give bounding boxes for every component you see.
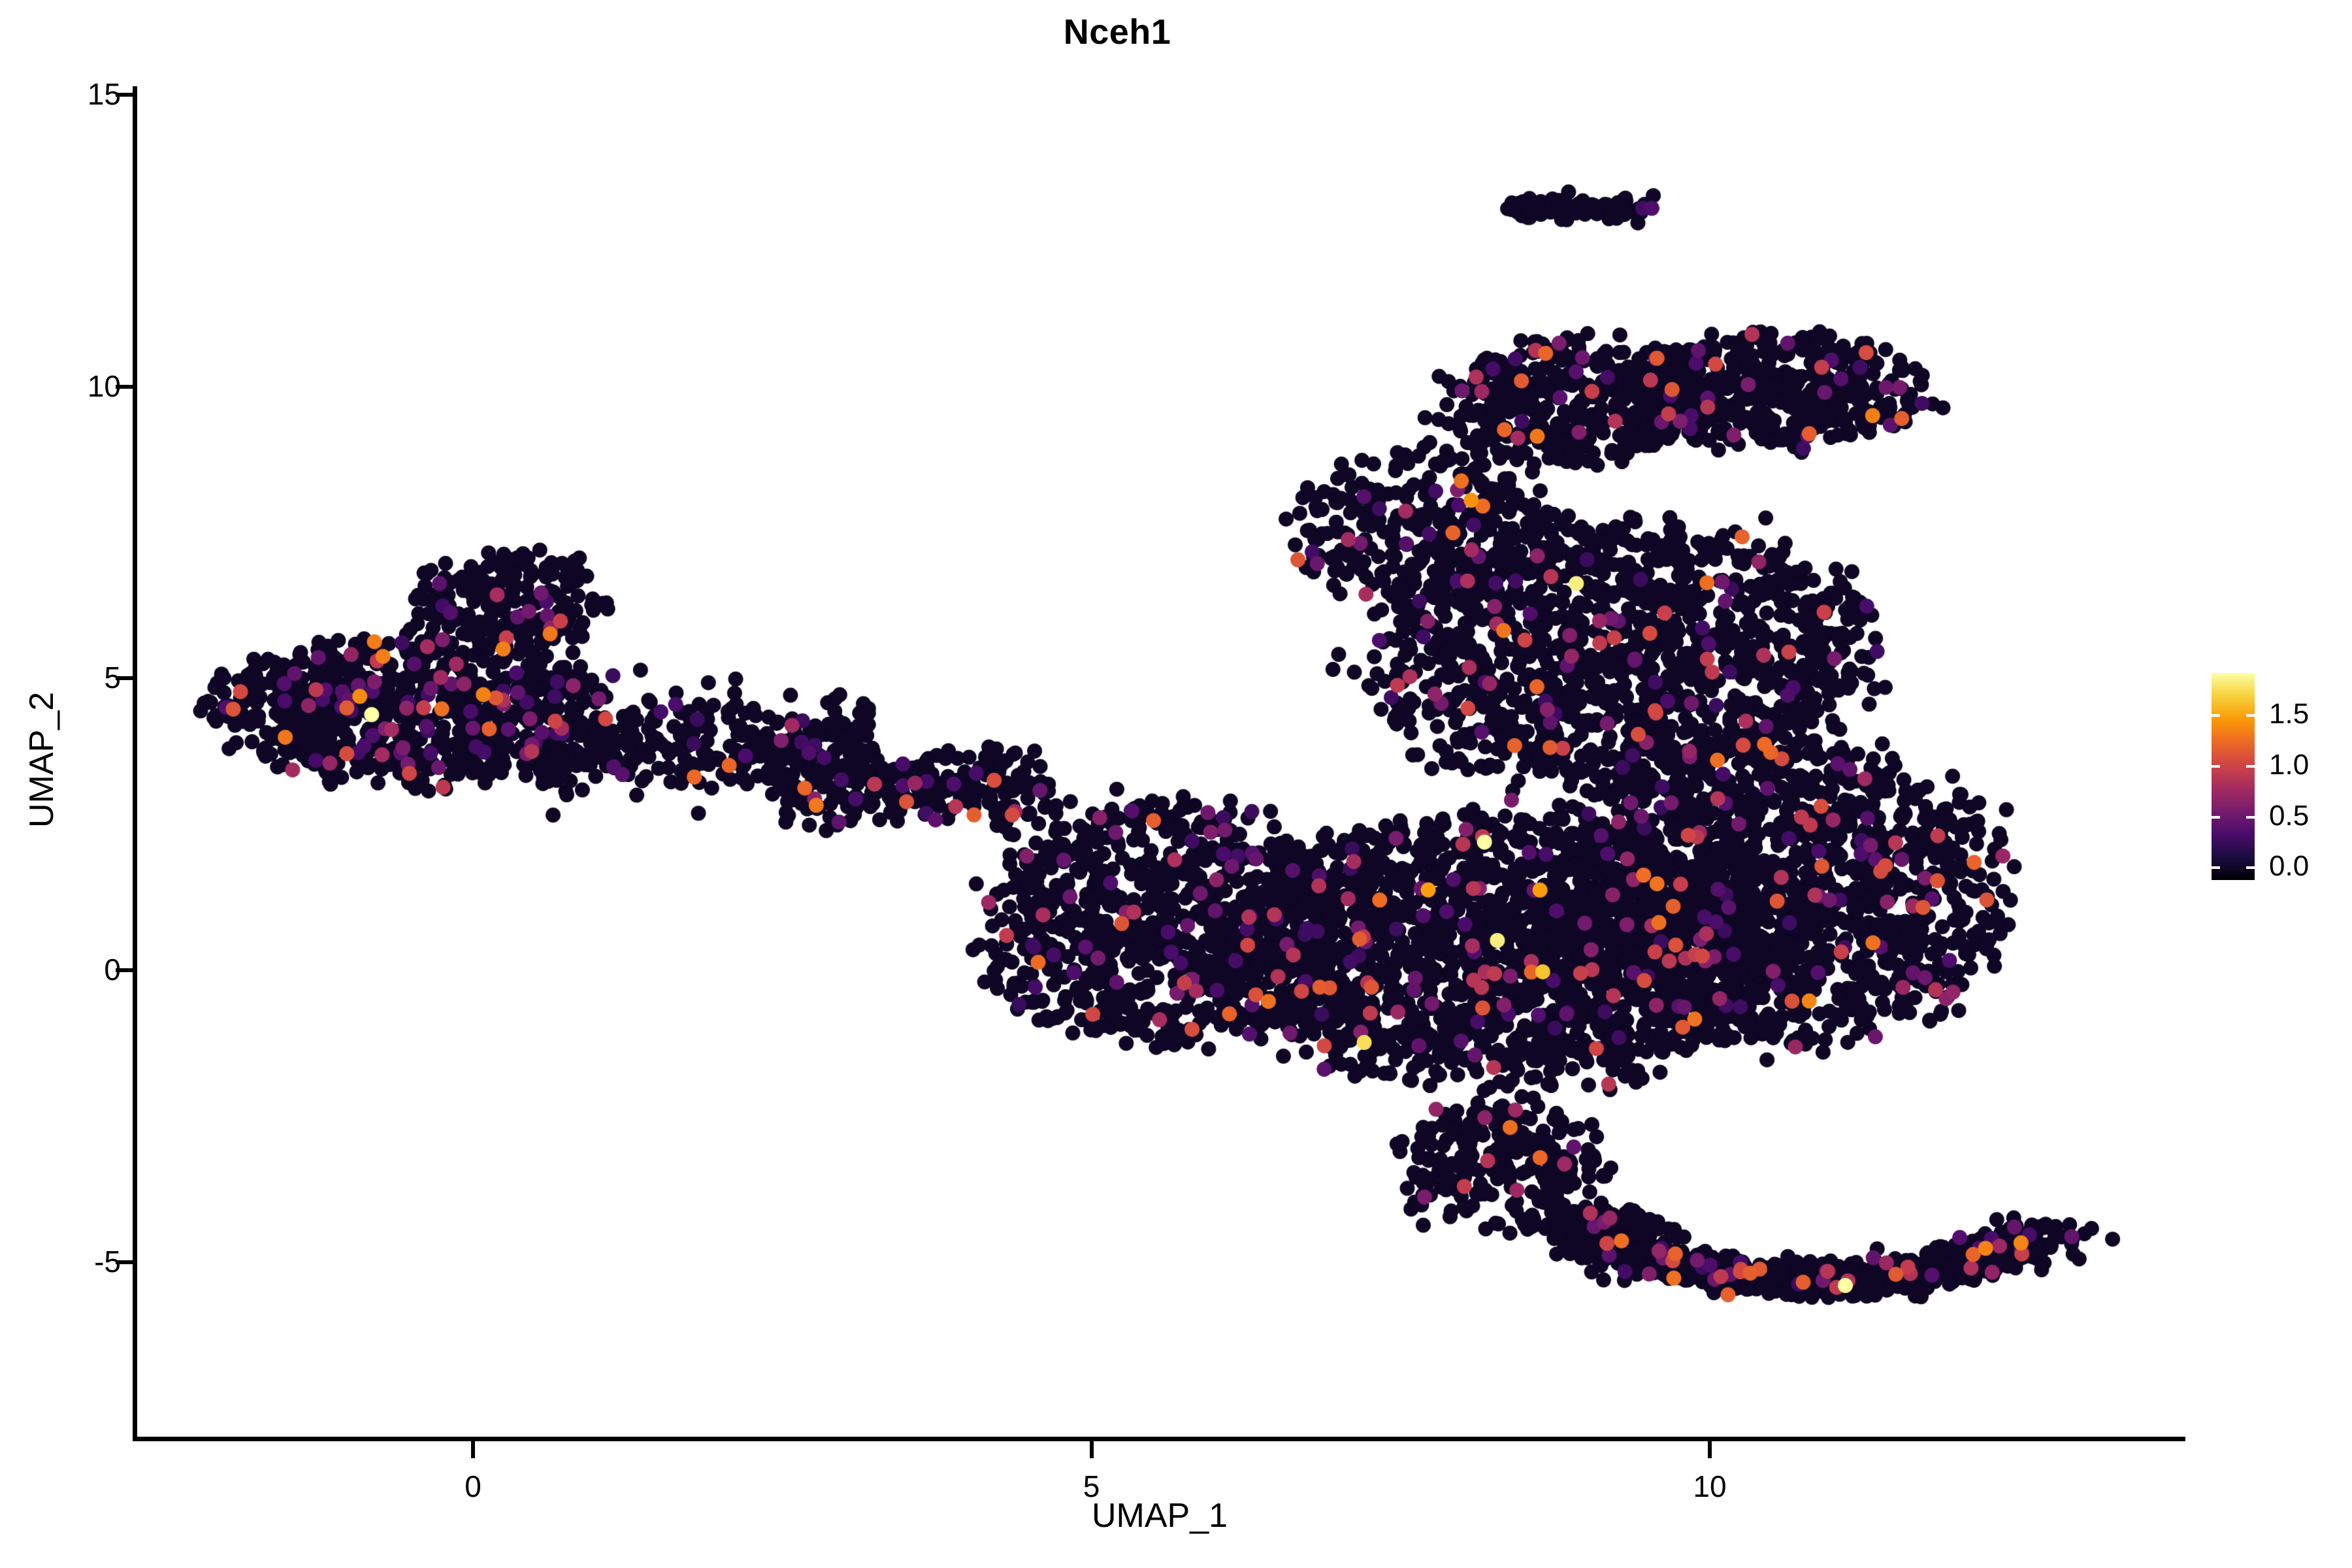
y-tick-label: -5 [94,1244,121,1279]
page-title: Nceh1 [1063,12,1171,52]
x-tick-mark [1708,1441,1712,1458]
x-axis-line [133,1437,2185,1441]
x-tick-mark [1089,1441,1094,1458]
y-tick-label: 0 [104,953,121,987]
y-tick-label: 5 [104,661,121,695]
legend-tick-label: 1.5 [2269,698,2310,730]
y-tick-label: 15 [87,77,121,111]
x-tick-mark [471,1441,475,1458]
legend-tick-label: 1.0 [2269,748,2310,781]
scatter-plot-panel [134,85,2185,1439]
y-tick-mark [116,676,133,681]
scatter-points-canvas [134,85,2185,1439]
y-tick-mark [116,384,133,389]
y-tick-mark [116,968,133,972]
x-tick-label: 0 [465,1469,482,1503]
x-tick-label: 10 [1693,1469,1727,1503]
y-tick-mark [116,93,133,97]
y-tick-mark [116,1260,133,1264]
x-axis-title: UMAP_1 [1091,1497,1228,1535]
y-axis-line [133,86,137,1441]
legend-tick-label: 0.5 [2269,799,2310,832]
legend-colorbar [2212,673,2255,880]
color-legend: 0.0 0.5 1.0 1.5 [2212,673,2342,882]
x-tick-label: 5 [1083,1469,1100,1503]
y-tick-label: 10 [87,368,121,403]
legend-tick-label: 0.0 [2269,850,2310,883]
y-axis-title: UMAP_2 [23,691,61,828]
